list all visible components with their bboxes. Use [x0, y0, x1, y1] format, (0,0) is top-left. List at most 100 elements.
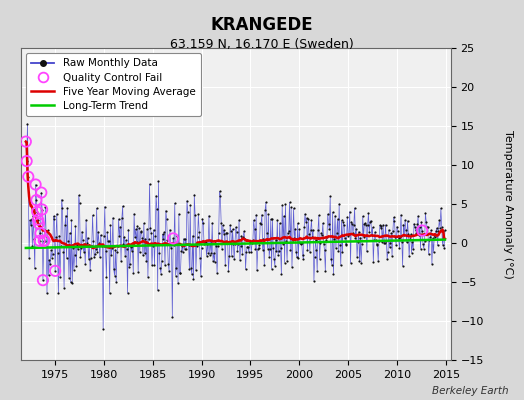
Point: [111, 247, 119, 253]
Point: [241, 236, 249, 242]
Point: [34, 216, 42, 223]
Point: [353, 254, 361, 260]
Point: [395, 235, 403, 242]
Point: [265, 253, 274, 260]
Point: [171, 200, 179, 206]
Point: [349, 230, 357, 237]
Point: [261, 207, 269, 213]
Point: [246, 238, 255, 244]
Point: [63, 205, 72, 211]
Point: [354, 239, 362, 245]
Point: [95, 240, 103, 247]
Point: [359, 234, 368, 240]
Point: [161, 208, 170, 214]
Point: [114, 242, 122, 249]
Point: [23, 121, 31, 127]
Point: [173, 233, 181, 239]
Point: [116, 224, 124, 230]
Point: [301, 211, 309, 217]
Point: [167, 245, 175, 251]
Point: [39, 238, 48, 244]
Point: [421, 210, 430, 216]
Point: [84, 256, 93, 262]
Point: [283, 258, 291, 264]
Point: [94, 228, 103, 235]
Point: [162, 216, 171, 222]
Point: [307, 227, 315, 233]
Point: [43, 290, 51, 296]
Point: [357, 260, 365, 266]
Point: [247, 248, 256, 255]
Point: [216, 192, 224, 199]
Point: [314, 212, 323, 219]
Point: [155, 250, 163, 256]
Point: [290, 234, 299, 241]
Point: [121, 253, 129, 259]
Point: [124, 226, 133, 233]
Point: [48, 254, 56, 261]
Point: [302, 218, 310, 225]
Point: [322, 236, 330, 243]
Point: [363, 248, 371, 254]
Point: [89, 238, 97, 244]
Point: [188, 271, 196, 278]
Point: [180, 236, 188, 242]
Point: [49, 250, 57, 257]
Point: [149, 242, 157, 249]
Point: [414, 213, 422, 219]
Point: [434, 227, 443, 234]
Point: [323, 234, 331, 240]
Point: [289, 237, 297, 244]
Point: [58, 196, 66, 203]
Point: [280, 213, 288, 219]
Point: [257, 220, 265, 227]
Point: [87, 255, 95, 262]
Point: [93, 248, 102, 255]
Point: [277, 271, 286, 278]
Point: [67, 279, 75, 286]
Point: [420, 245, 428, 252]
Point: [281, 201, 290, 208]
Point: [196, 254, 204, 261]
Point: [220, 227, 228, 233]
Point: [314, 227, 322, 233]
Point: [32, 197, 41, 203]
Point: [209, 258, 217, 264]
Point: [65, 275, 73, 281]
Point: [367, 232, 376, 238]
Point: [50, 216, 59, 222]
Point: [214, 243, 222, 249]
Point: [140, 250, 149, 257]
Point: [366, 218, 374, 225]
Point: [364, 210, 373, 216]
Point: [66, 230, 74, 236]
Point: [294, 254, 303, 261]
Point: [45, 257, 53, 264]
Point: [339, 219, 347, 225]
Point: [358, 240, 366, 247]
Point: [76, 254, 84, 261]
Point: [384, 248, 392, 255]
Point: [365, 229, 374, 236]
Point: [202, 239, 210, 245]
Point: [105, 290, 114, 296]
Point: [358, 213, 367, 219]
Point: [432, 228, 440, 234]
Point: [249, 237, 257, 244]
Text: KRANGEDE: KRANGEDE: [211, 16, 313, 34]
Point: [398, 238, 406, 245]
Point: [333, 230, 341, 237]
Point: [208, 220, 216, 226]
Point: [307, 217, 315, 223]
Point: [112, 279, 121, 285]
Point: [295, 226, 303, 233]
Point: [297, 241, 305, 248]
Point: [97, 242, 106, 249]
Y-axis label: Temperature Anomaly (°C): Temperature Anomaly (°C): [503, 130, 513, 278]
Point: [190, 192, 199, 198]
Point: [88, 243, 96, 249]
Point: [35, 220, 43, 227]
Point: [163, 236, 172, 243]
Point: [289, 205, 298, 212]
Point: [400, 232, 408, 238]
